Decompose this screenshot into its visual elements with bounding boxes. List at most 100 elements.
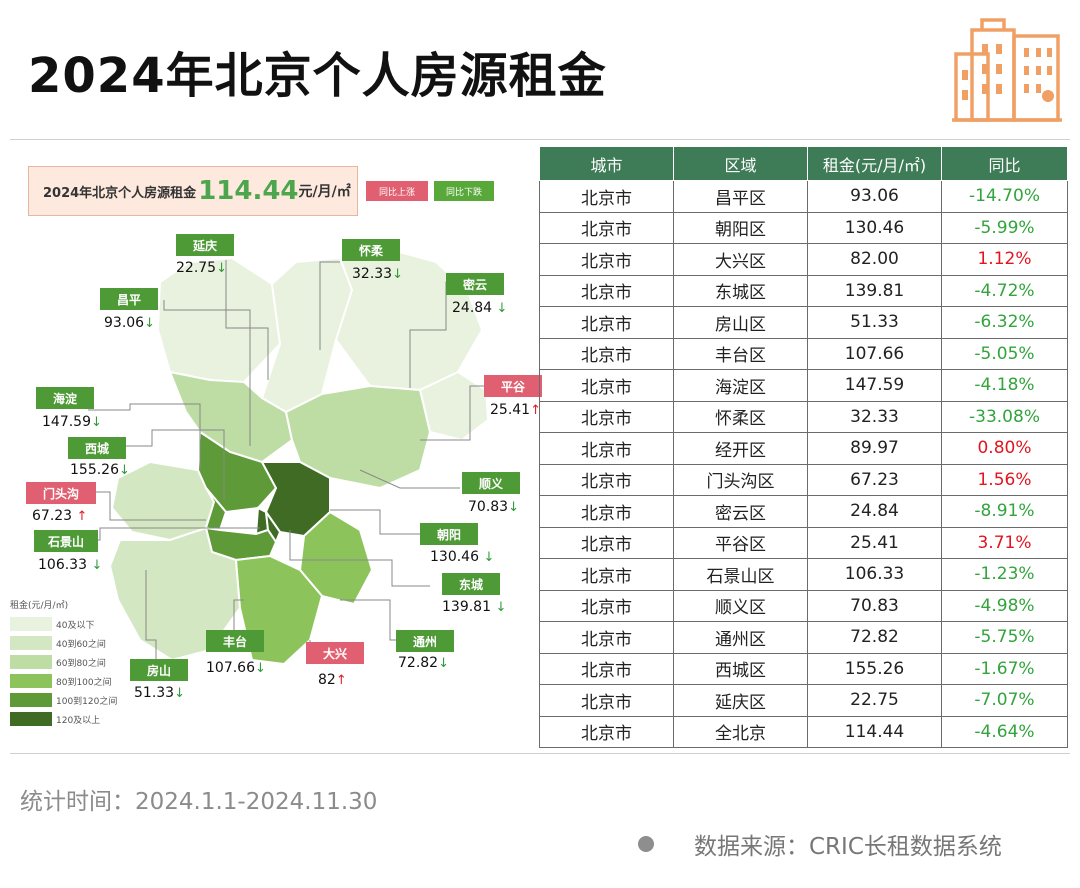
table-row: 北京市 怀柔区 32.33 -33.08% [539,400,1068,433]
cell-city: 北京市 [539,495,674,528]
district-label-dongcheng: 东城 [442,573,500,595]
cell-city: 北京市 [539,274,674,307]
cell-yoy: -5.99% [941,211,1068,244]
region-yanqing [156,256,282,384]
legend-label-1: 40及以下 [56,621,95,631]
cell-rent: 107.66 [807,337,942,370]
cell-city: 北京市 [539,463,674,496]
table-row: 北京市 平谷区 25.41 3.71% [539,526,1068,559]
cell-district: 东城区 [673,274,808,307]
table-row: 北京市 石景山区 106.33 -1.23% [539,558,1068,591]
cell-district: 平谷区 [673,526,808,559]
cell-district: 昌平区 [673,180,808,213]
district-value-changping: 93.06↓ [104,315,155,331]
table-row: 北京市 经开区 89.97 0.80% [539,432,1068,465]
cell-rent: 130.46 [807,211,942,244]
cell-rent: 67.23 [807,463,942,496]
legend-label-2: 40到60之间 [56,640,106,650]
cell-rent: 89.97 [807,432,942,465]
cell-yoy: 1.12% [941,243,1068,276]
cell-rent: 32.33 [807,400,942,433]
district-value-pinggu: 25.41↑ [490,402,541,418]
cell-rent: 22.75 [807,684,942,717]
legend-label-5: 100到120之间 [56,697,118,707]
table-row: 北京市 昌平区 93.06 -14.70% [539,180,1068,213]
key-yoy-down: 同比下跌 [434,181,494,201]
header-city: 城市 [539,146,674,181]
district-label-pinggu: 平谷 [484,375,542,397]
table-row: 北京市 西城区 155.26 -1.67% [539,652,1068,685]
district-label-shijingshan: 石景山 [34,530,98,552]
district-label-miyun: 密云 [446,273,504,295]
legend-swatch-6 [10,712,52,726]
legend-swatch-2 [10,636,52,650]
cell-district: 怀柔区 [673,400,808,433]
cell-rent: 93.06 [807,180,942,213]
cell-city: 北京市 [539,211,674,244]
header-district: 区域 [673,146,808,181]
legend-label-4: 80到100之间 [56,678,112,688]
district-value-huairou: 32.33↓ [352,266,403,282]
cell-district: 全北京 [673,715,808,748]
cell-yoy: -7.07% [941,684,1068,717]
district-value-shijingshan: 106.33 ↓ [38,557,103,573]
header-rent: 租金(元/月/㎡) [807,146,942,181]
cell-district: 顺义区 [673,589,808,622]
page-title: 2024年北京个人房源租金 [28,48,607,104]
cell-rent: 70.83 [807,589,942,622]
cell-city: 北京市 [539,337,674,370]
cell-yoy: -4.18% [941,369,1068,402]
table-row: 北京市 通州区 72.82 -5.75% [539,621,1068,654]
cell-district: 海淀区 [673,369,808,402]
district-label-fengtai: 丰台 [206,630,264,652]
district-label-chaoyang: 朝阳 [420,523,478,545]
cell-district: 门头沟区 [673,463,808,496]
cell-rent: 25.41 [807,526,942,559]
table-row: 北京市 东城区 139.81 -4.72% [539,274,1068,307]
cell-district: 经开区 [673,432,808,465]
table-row: 北京市 房山区 51.33 -6.32% [539,306,1068,339]
district-label-xicheng: 西城 [68,437,126,459]
cell-yoy: 3.71% [941,526,1068,559]
cell-yoy: -5.05% [941,337,1068,370]
cell-city: 北京市 [539,589,674,622]
table-row: 北京市 丰台区 107.66 -5.05% [539,337,1068,370]
cell-city: 北京市 [539,432,674,465]
map-regions [108,248,490,666]
cell-city: 北京市 [539,243,674,276]
table-row: 北京市 延庆区 22.75 -7.07% [539,684,1068,717]
district-label-mentougou: 门头沟 [26,482,96,504]
stat-period: 统计时间：2024.1.1-2024.11.30 [20,789,378,815]
cell-district: 房山区 [673,306,808,339]
cell-city: 北京市 [539,180,674,213]
table-row: 北京市 密云区 24.84 -8.91% [539,495,1068,528]
key-yoy-up: 同比上涨 [366,181,428,201]
district-value-daxing: 82↑ [318,672,347,688]
table-row: 北京市 全北京 114.44 -4.64% [539,715,1068,748]
district-value-shunyi: 70.83↓ [468,499,519,515]
cell-city: 北京市 [539,558,674,591]
legend-title: 租金(元/月/㎡) [10,601,69,611]
district-label-shunyi: 顺义 [462,472,520,494]
cell-yoy: -1.67% [941,652,1068,685]
cell-yoy: -6.32% [941,306,1068,339]
district-value-fangshan: 51.33↓ [134,685,185,701]
district-label-haidian: 海淀 [36,387,94,409]
cell-district: 延庆区 [673,684,808,717]
table-body: 北京市 昌平区 93.06 -14.70% 北京市 朝阳区 130.46 -5.99% 北京市大… [539,180,1068,748]
bottom-divider [10,753,1070,754]
cell-rent: 147.59 [807,369,942,402]
district-label-daxing: 大兴 [306,642,364,664]
cell-city: 北京市 [539,306,674,339]
cell-yoy: -4.72% [941,274,1068,307]
cell-yoy: -5.75% [941,621,1068,654]
district-value-yanqing: 22.75↓ [176,260,227,276]
legend-label-3: 60到80之间 [56,659,106,669]
beijing-district-map [0,150,540,750]
legend-swatch-4 [10,674,52,688]
total-rent-value: 114.44 [198,176,299,206]
cell-yoy: -4.98% [941,589,1068,622]
cell-rent: 155.26 [807,652,942,685]
cell-rent: 114.44 [807,715,942,748]
total-rent-label: 2024年北京个人房源租金 [43,185,197,201]
